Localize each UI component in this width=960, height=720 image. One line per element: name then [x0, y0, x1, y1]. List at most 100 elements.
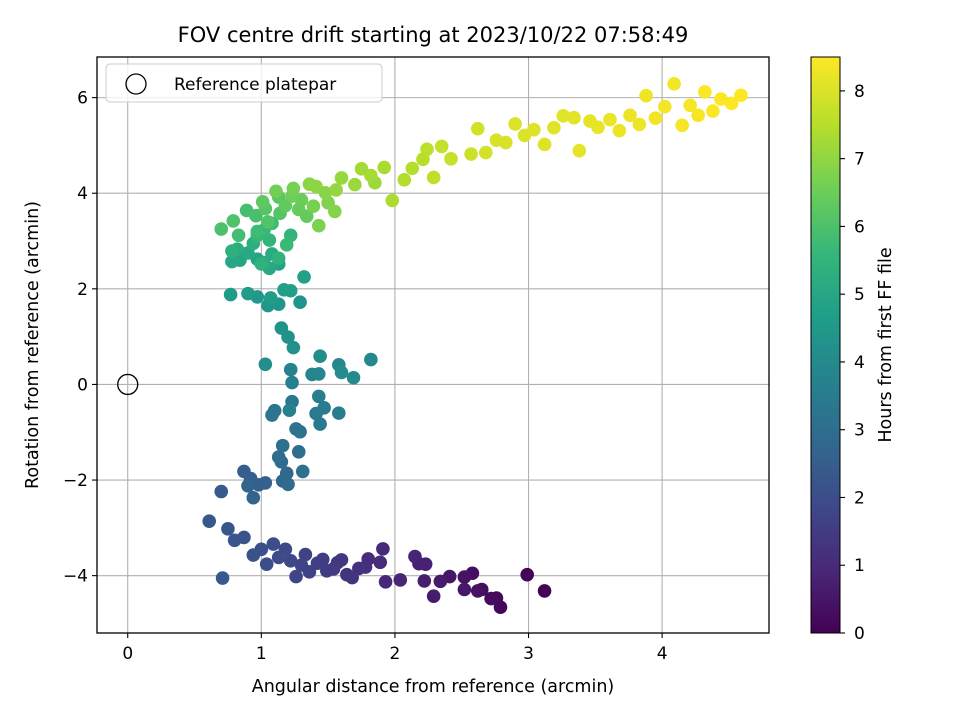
- data-point: [279, 466, 294, 481]
- data-point: [612, 123, 627, 138]
- data-point: [223, 287, 238, 302]
- data-point: [434, 139, 449, 154]
- data-point: [639, 88, 653, 103]
- data-point: [271, 550, 286, 565]
- data-point: [340, 567, 354, 582]
- data-point: [377, 160, 392, 175]
- data-point: [275, 438, 290, 453]
- data-point: [250, 224, 265, 239]
- data-point: [724, 96, 739, 111]
- data-point: [433, 574, 448, 589]
- data-point: [298, 547, 313, 562]
- data-point: [675, 118, 689, 133]
- data-point: [319, 564, 334, 578]
- data-point: [328, 204, 342, 219]
- colorbar-tick-label: 5: [854, 285, 865, 305]
- x-tick-label: 3: [523, 644, 534, 664]
- colorbar-tick-label: 1: [854, 556, 865, 576]
- data-point: [285, 375, 299, 390]
- data-point: [269, 184, 283, 199]
- data-point: [714, 92, 728, 106]
- data-point: [231, 228, 246, 243]
- chart-title: FOV centre drift starting at 2023/10/22 …: [178, 23, 689, 47]
- data-point: [478, 145, 493, 160]
- data-point: [254, 257, 269, 271]
- data-point: [291, 445, 306, 459]
- data-point: [289, 569, 303, 584]
- data-point: [311, 389, 326, 404]
- colorbar-tick-label: 6: [854, 217, 865, 237]
- data-point: [226, 214, 241, 228]
- data-point: [258, 357, 273, 372]
- data-point: [378, 575, 393, 589]
- x-tick-label: 1: [256, 644, 267, 664]
- data-point: [215, 571, 230, 585]
- y-axis-label: Rotation from reference (arcmin): [23, 201, 43, 489]
- data-point: [537, 584, 552, 598]
- data-point: [376, 542, 390, 556]
- data-point: [266, 537, 281, 551]
- colorbar-tick-label: 3: [854, 421, 865, 441]
- colorbar: 0 1 2 3 4 5 6 7 8 Hours from first FF file: [810, 56, 896, 644]
- data-point: [294, 558, 309, 572]
- data-point: [457, 582, 472, 597]
- data-point: [279, 238, 294, 252]
- data-point: [691, 108, 705, 123]
- data-point: [537, 137, 552, 152]
- data-point: [556, 108, 571, 123]
- data-point: [354, 162, 369, 176]
- data-point: [255, 195, 270, 209]
- data-point: [271, 251, 286, 266]
- data-point: [225, 254, 239, 269]
- data-point: [457, 570, 472, 584]
- y-tick-label: 6: [77, 89, 88, 109]
- data-point: [572, 143, 587, 158]
- data-point: [623, 108, 637, 123]
- data-point: [408, 549, 422, 564]
- data-point: [648, 111, 663, 125]
- data-point: [281, 477, 295, 492]
- data-point: [527, 122, 541, 137]
- data-point: [258, 476, 273, 490]
- data-point: [261, 215, 275, 229]
- data-point: [221, 521, 235, 536]
- data-point: [283, 362, 298, 377]
- data-point: [567, 110, 581, 125]
- colorbar-tick-label: 8: [854, 82, 865, 102]
- data-point: [426, 589, 441, 603]
- reference-platepar-marker: [117, 373, 139, 396]
- data-point: [444, 152, 458, 166]
- legend-box: [105, 63, 383, 103]
- data-point: [246, 548, 261, 562]
- data-point: [214, 484, 229, 499]
- y-tick-label: 0: [77, 375, 88, 395]
- data-point: [364, 168, 378, 183]
- legend-reference-marker: [125, 73, 147, 95]
- colorbar-tick-label: 4: [854, 353, 865, 373]
- data-point: [329, 183, 343, 197]
- data-point: [241, 286, 255, 301]
- data-point: [397, 173, 412, 187]
- data-point: [734, 88, 748, 103]
- data-point: [311, 218, 326, 233]
- data-point: [313, 417, 327, 431]
- data-point: [470, 121, 485, 136]
- data-point: [520, 567, 534, 582]
- data-point: [698, 85, 712, 99]
- data-point: [278, 198, 293, 213]
- y-tick-label: −4: [63, 567, 88, 587]
- y-tick-label: −2: [63, 471, 88, 491]
- data-point: [309, 179, 323, 194]
- data-point: [393, 573, 408, 587]
- data-point: [313, 349, 327, 364]
- data-point: [499, 135, 513, 150]
- data-point: [385, 193, 400, 208]
- data-point: [364, 352, 378, 367]
- data-point: [426, 170, 441, 185]
- colorbar-tick-label: 2: [854, 488, 865, 508]
- data-point: [262, 233, 277, 247]
- data-point: [591, 120, 605, 135]
- y-tick-label: 4: [77, 184, 88, 204]
- data-point: [286, 181, 301, 196]
